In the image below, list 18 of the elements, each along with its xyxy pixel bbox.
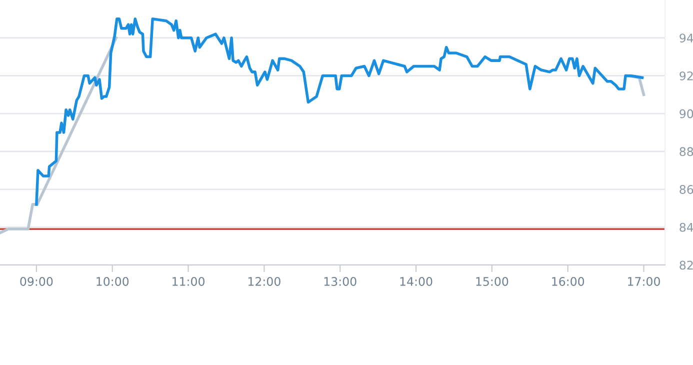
x-tick-label: 12:00 — [248, 277, 280, 286]
y-tick-label: 92 — [680, 71, 693, 80]
x-tick-label: 17:00 — [628, 277, 660, 286]
x-tick-label: 15:00 — [476, 277, 508, 286]
y-tick-label: 94 — [680, 34, 693, 43]
x-tick-label: 09:00 — [20, 277, 53, 286]
x-tick-label: 13:00 — [324, 277, 356, 286]
y-tick-label: 82 — [680, 260, 693, 270]
y-tick-label: 84 — [680, 222, 693, 232]
x-tick-label: 16:00 — [552, 277, 584, 286]
y-tick-label: 88 — [680, 147, 693, 156]
x-tick-label: 11:00 — [172, 277, 204, 286]
y-tick-label: 90 — [680, 109, 693, 118]
y-tick-label: 86 — [680, 185, 693, 194]
x-tick-label: 14:00 — [400, 277, 432, 286]
line-series — [35, 18, 644, 206]
line-series — [0, 36, 118, 234]
x-tick-label: 10:00 — [96, 277, 129, 286]
